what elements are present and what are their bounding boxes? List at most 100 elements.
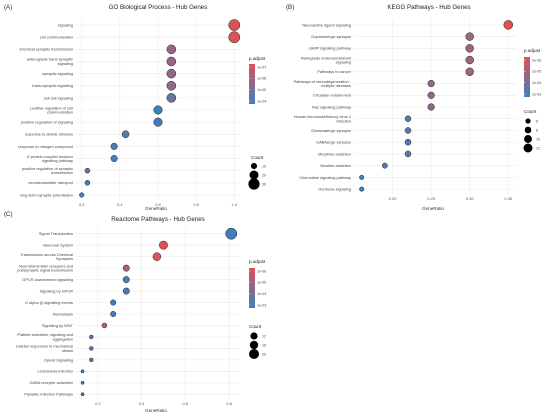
y-category-label: GABAergic synapse bbox=[316, 140, 351, 145]
data-point bbox=[89, 357, 94, 363]
data-point bbox=[166, 56, 177, 67]
color-legend-label: 1e-06 bbox=[257, 269, 266, 273]
panel-label-a: (A) bbox=[4, 4, 12, 11]
data-point bbox=[110, 311, 117, 317]
color-legend-bar bbox=[524, 57, 530, 97]
data-point bbox=[225, 227, 238, 240]
size-legend-circle bbox=[524, 126, 532, 134]
points-kegg bbox=[359, 20, 514, 192]
size-legend-circle bbox=[250, 332, 258, 340]
y-category-label: neurotransmitter transport bbox=[28, 180, 74, 185]
x-axis-title-reactome: GeneRatio bbox=[145, 408, 167, 413]
data-point bbox=[84, 180, 91, 186]
size-legend-circle bbox=[249, 349, 259, 359]
size-legend-circle bbox=[248, 178, 260, 190]
y-category-label: response to nitrogen compound bbox=[18, 144, 73, 149]
color-legend-title-kegg: p.adjust bbox=[524, 48, 541, 53]
size-legend-label: 12 bbox=[262, 334, 266, 338]
y-category-label: Neurotransmitter receptors and postsynapt… bbox=[17, 263, 73, 272]
y-category-label: anterograde trans-synaptic signaling bbox=[27, 57, 73, 66]
y-category-label: Human immunodeficiency virus 1 infection bbox=[294, 114, 351, 123]
x-ticks-go-bp: 0.2 0.4 0.6 0.8 1.0 bbox=[79, 202, 238, 207]
y-category-label: Transmission across Chemical Synapses bbox=[20, 252, 73, 261]
size-legend-circle bbox=[250, 162, 258, 170]
size-legend-label: 12 bbox=[536, 146, 540, 150]
x-tick-label: 0.2 bbox=[79, 202, 85, 207]
data-point bbox=[79, 192, 85, 198]
size-legend-circle bbox=[524, 135, 532, 143]
x-ticks-kegg: 0.20 0.25 0.30 0.35 bbox=[389, 196, 513, 201]
x-ticks-reactome: 0.2 0.4 0.6 0.8 bbox=[95, 401, 233, 406]
y-category-label: Pathways of neurodegeneration -multiple … bbox=[294, 79, 352, 88]
data-point bbox=[153, 117, 163, 127]
y-category-label: Hormone signaling bbox=[319, 187, 351, 192]
y-category-label: Parasitic Infection Pathways bbox=[24, 392, 73, 397]
panel-go-bp: (A) GO Biological Process - Hub Genes Ge… bbox=[4, 4, 266, 211]
data-point bbox=[404, 150, 412, 158]
data-point bbox=[228, 19, 241, 31]
data-point bbox=[359, 186, 365, 192]
data-point bbox=[465, 67, 474, 76]
y-category-label: G protein-coupled receptor signaling path… bbox=[27, 154, 74, 163]
size-legend-label: 6 bbox=[536, 119, 538, 123]
size-legend-circle bbox=[523, 143, 533, 153]
y-category-label: positive regulation of cell communication bbox=[30, 105, 73, 114]
data-point bbox=[465, 55, 474, 65]
y-category-label: cell communication bbox=[40, 35, 73, 40]
y-category-label: Chemokine signaling pathway bbox=[299, 175, 351, 180]
size-legend-label: 20 bbox=[262, 173, 266, 177]
data-point bbox=[166, 80, 177, 91]
y-labels-kegg: Neuroactive ligand signaling Dopaminergic… bbox=[294, 22, 352, 191]
data-point bbox=[166, 68, 177, 79]
color-legend-label: 1e-06 bbox=[532, 58, 541, 62]
grid-reactome bbox=[76, 228, 240, 400]
y-category-label: Morphine addiction bbox=[318, 151, 351, 156]
data-point bbox=[152, 252, 162, 261]
y-category-label: Neuroactive ligand signaling bbox=[302, 22, 351, 27]
x-tick-label: 0.6 bbox=[183, 401, 189, 406]
x-tick-label: 0.20 bbox=[389, 196, 398, 201]
y-category-label: cell-cell signaling bbox=[44, 95, 73, 100]
data-point bbox=[122, 264, 130, 272]
data-point bbox=[166, 93, 177, 103]
y-category-label: positive regulation of synaptic transmiss… bbox=[22, 166, 73, 175]
color-legend-bar bbox=[249, 64, 255, 104]
y-category-label: Leishmania infection bbox=[38, 369, 73, 374]
x-tick-label: 0.4 bbox=[139, 401, 145, 406]
y-category-label: signaling bbox=[58, 22, 73, 27]
size-legend-label: 30 bbox=[262, 182, 266, 186]
data-point bbox=[80, 392, 85, 397]
y-category-label: trans-synaptic signaling bbox=[32, 83, 73, 88]
color-legend-label: 1e-05 bbox=[532, 70, 541, 74]
size-legend-label: 10 bbox=[536, 137, 540, 141]
y-category-label: GABA receptor activation bbox=[30, 380, 73, 385]
data-point bbox=[101, 322, 108, 329]
y-category-label: Nicotine addiction bbox=[320, 163, 351, 168]
y-category-label: Signaling by GPCR bbox=[39, 288, 73, 293]
y-category-label: Glutamatergic synapse bbox=[311, 128, 351, 133]
chart-title-reactome: Reactome Pathways - Hub Genes bbox=[111, 216, 205, 223]
data-point bbox=[89, 346, 94, 351]
y-category-label: Platelet activation, signaling and aggreg… bbox=[17, 332, 73, 341]
data-point bbox=[404, 138, 412, 146]
data-point bbox=[84, 167, 91, 174]
y-labels-reactome: Signal Transduction Neuronal System Transm… bbox=[16, 231, 74, 397]
y-category-label: Circadian entrainment bbox=[313, 93, 352, 98]
data-point bbox=[503, 20, 514, 30]
legend-go-bp: p.adjust Count 1e-07 1e-06 1e-05 1e-04 10 20 3… bbox=[248, 56, 266, 190]
data-point bbox=[110, 142, 118, 150]
color-legend-title-reactome: p.adjust bbox=[249, 259, 266, 264]
panel-label-b: (B) bbox=[286, 4, 294, 11]
data-point bbox=[427, 91, 435, 99]
panel-reactome: (C) Reactome Pathways - Hub Genes GeneRa… bbox=[4, 211, 266, 413]
legend-reactome: p.adjust Count 1e-06 1e-05 1e-04 1e-03 12 15 2… bbox=[249, 259, 266, 359]
points-reactome bbox=[80, 227, 238, 397]
data-point bbox=[359, 174, 365, 180]
color-legend-label: 1e-03 bbox=[257, 303, 266, 307]
y-category-label: Signal Transduction bbox=[39, 231, 73, 236]
data-point bbox=[121, 130, 130, 139]
y-labels-go-bp: signaling cell communication chemical syna… bbox=[18, 22, 74, 197]
points-go-bp bbox=[79, 19, 241, 198]
data-point bbox=[228, 31, 241, 44]
